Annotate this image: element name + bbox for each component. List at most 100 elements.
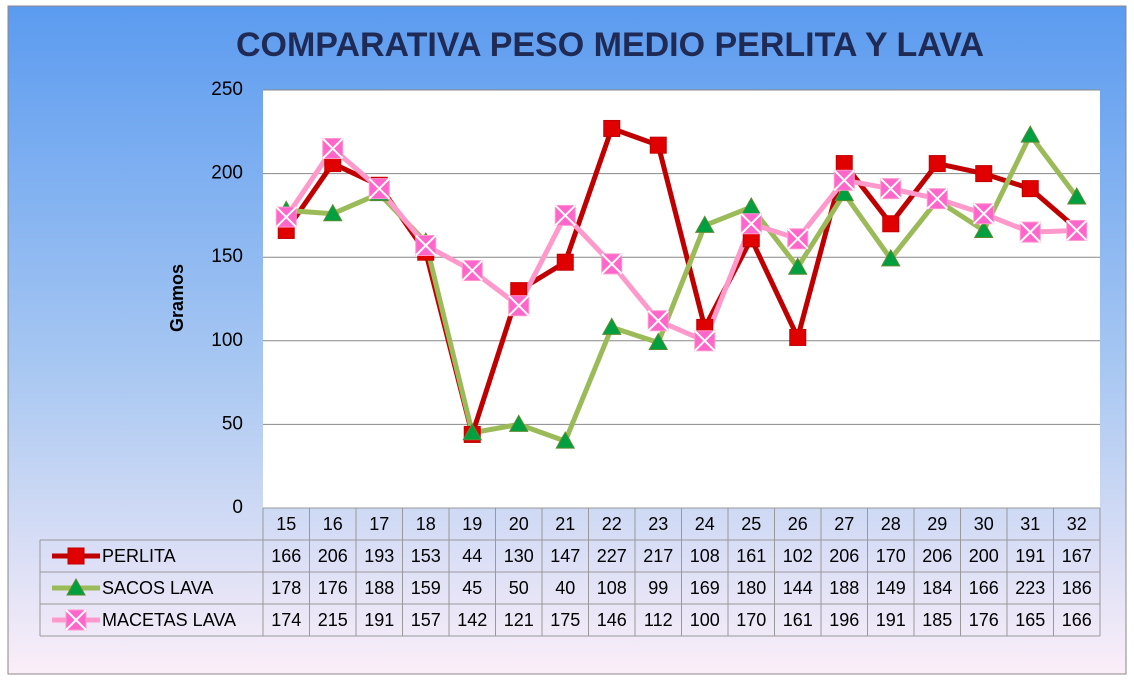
marker-cross — [368, 177, 390, 200]
table-value: 169 — [690, 578, 720, 598]
table-value: 191 — [876, 610, 906, 630]
marker-cross — [275, 206, 297, 228]
marker-cross — [415, 234, 437, 257]
table-value: 196 — [829, 610, 859, 630]
marker-cross — [461, 259, 483, 282]
marker — [649, 136, 667, 154]
marker-cross — [322, 137, 344, 160]
table-value: 200 — [969, 546, 999, 566]
table-value: 165 — [1015, 610, 1045, 630]
marker-cross — [787, 228, 809, 250]
x-tick-label: 28 — [881, 514, 901, 534]
marker — [928, 155, 946, 173]
table-value: 153 — [411, 546, 441, 566]
marker — [648, 332, 669, 350]
table-value: 144 — [783, 578, 813, 598]
table-value: 166 — [969, 578, 999, 598]
table-value: 176 — [969, 610, 999, 630]
table-value: 50 — [509, 578, 529, 598]
x-tick-label: 20 — [509, 514, 529, 534]
table-value: 142 — [457, 610, 487, 630]
table-value: 44 — [462, 546, 482, 566]
marker-cross — [926, 187, 948, 210]
x-tick-label: 32 — [1067, 514, 1087, 534]
legend-label: PERLITA — [102, 546, 176, 566]
y-axis-label: Gramos — [167, 264, 187, 332]
table-value: 159 — [411, 578, 441, 598]
table-value: 99 — [648, 578, 668, 598]
marker-cross — [508, 294, 530, 317]
marker — [882, 215, 900, 233]
x-tick-label: 29 — [927, 514, 947, 534]
marker-cross — [973, 203, 995, 225]
marker-cross — [65, 609, 87, 631]
marker — [1021, 180, 1039, 198]
table-value: 108 — [690, 546, 720, 566]
marker — [508, 414, 529, 432]
marker-cross — [601, 253, 623, 275]
legend-label: SACOS LAVA — [102, 578, 213, 598]
table-value: 206 — [318, 546, 348, 566]
x-tick-label: 15 — [276, 514, 296, 534]
marker — [835, 155, 853, 173]
marker — [462, 422, 483, 441]
table-value: 121 — [504, 610, 534, 630]
table-value: 130 — [504, 546, 534, 566]
legend-label: MACETAS LAVA — [102, 610, 236, 630]
table-value: 161 — [783, 610, 813, 630]
marker-cross — [1066, 219, 1088, 242]
plot-area — [263, 90, 1100, 508]
table-value: 185 — [922, 610, 952, 630]
y-tick-label: 150 — [211, 246, 243, 267]
table-value: 193 — [364, 546, 394, 566]
x-tick-label: 30 — [974, 514, 994, 534]
table-value: 188 — [364, 578, 394, 598]
marker-cross — [740, 213, 762, 235]
chart-title: COMPARATIVA PESO MEDIO PERLITA Y LAVA — [236, 26, 984, 64]
marker-cross — [833, 169, 855, 191]
marker — [601, 317, 622, 335]
table-value: 161 — [736, 546, 766, 566]
x-tick-label: 26 — [788, 514, 808, 534]
y-tick-label: 200 — [211, 163, 243, 184]
table-value: 178 — [271, 578, 301, 598]
x-tick-label: 19 — [462, 514, 482, 534]
marker-cross — [880, 177, 902, 200]
table-value: 186 — [1062, 578, 1092, 598]
table-value: 45 — [462, 578, 482, 598]
marker — [1066, 186, 1087, 205]
marker — [556, 253, 574, 271]
marker — [66, 577, 86, 596]
table-value: 184 — [922, 578, 952, 598]
table-value: 175 — [550, 610, 580, 630]
marker-cross — [694, 330, 716, 352]
table-value: 108 — [597, 578, 627, 598]
table-value: 176 — [318, 578, 348, 598]
marker — [789, 328, 807, 346]
x-tick-label: 24 — [695, 514, 715, 534]
marker — [67, 547, 85, 565]
marker — [1020, 125, 1041, 143]
marker-cross — [647, 310, 669, 332]
marker — [973, 220, 994, 238]
x-tick-label: 25 — [741, 514, 761, 534]
table-value: 146 — [597, 610, 627, 630]
table-value: 167 — [1062, 546, 1092, 566]
table-value: 170 — [736, 610, 766, 630]
table-value: 174 — [271, 610, 301, 630]
marker — [603, 119, 621, 137]
y-tick-label: 50 — [222, 413, 243, 434]
x-tick-label: 16 — [323, 514, 343, 534]
marker — [694, 215, 715, 233]
table-value: 112 — [644, 610, 673, 630]
table-value: 166 — [1062, 610, 1092, 630]
table-value: 102 — [783, 546, 813, 566]
table-value: 206 — [829, 546, 859, 566]
marker — [555, 431, 576, 449]
table-value: 147 — [550, 546, 580, 566]
y-tick-label: 100 — [211, 330, 243, 351]
table-value: 170 — [876, 546, 906, 566]
table-value: 191 — [364, 610, 394, 630]
x-tick-label: 21 — [555, 514, 575, 534]
marker — [880, 248, 901, 267]
